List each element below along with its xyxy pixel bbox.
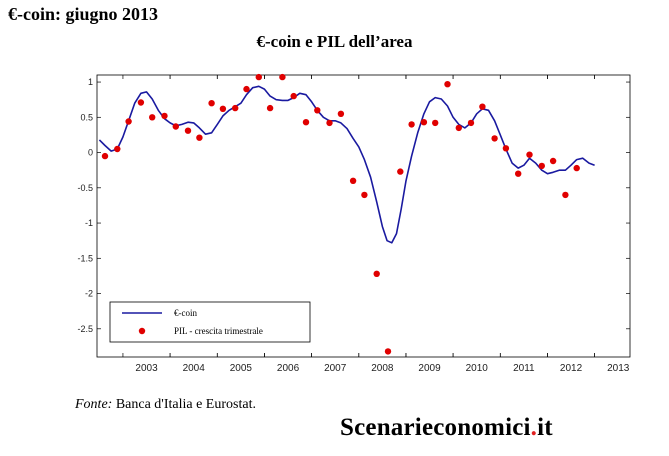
data-point-pil — [373, 270, 380, 277]
data-point-pil — [101, 152, 109, 160]
data-point-pil — [243, 85, 250, 93]
data-point-pil — [232, 104, 239, 112]
y-tick-label: 0.5 — [80, 112, 93, 122]
plot-frame — [96, 74, 631, 358]
data-point-pil — [562, 191, 569, 199]
brand-logo: Scenarieconomici.it — [340, 414, 553, 442]
x-tick-label: 2007 — [324, 363, 347, 374]
x-tick-label: 2013 — [607, 363, 630, 374]
data-point-pil — [361, 191, 368, 199]
x-tick-label: 2005 — [230, 363, 253, 374]
data-point-pil — [208, 100, 215, 107]
data-point-pil — [326, 119, 333, 127]
page-title: €-coin: giugno 2013 — [8, 4, 159, 24]
data-point-pil — [314, 107, 321, 114]
data-point-pil — [337, 110, 345, 118]
brand-dot: . — [530, 414, 538, 441]
data-point-pil — [432, 119, 439, 127]
data-point-pil — [467, 119, 475, 127]
y-tick-label: -2 — [85, 289, 93, 299]
data-point-pil — [573, 164, 580, 172]
x-tick-label: 2003 — [135, 363, 158, 374]
series-line-ecoin — [98, 85, 595, 244]
data-point-pil — [302, 119, 310, 126]
data-point-pil — [279, 73, 286, 81]
legend-marker-swatch — [138, 327, 146, 335]
x-tick-label: 2011 — [513, 363, 535, 374]
data-point-pil — [184, 127, 192, 134]
data-point-pil — [549, 157, 557, 165]
data-point-pil — [526, 151, 533, 158]
y-tick-label: -0.5 — [77, 183, 93, 193]
x-tick-label: 2010 — [466, 363, 489, 374]
data-point-pil — [196, 134, 203, 141]
data-point-pil — [491, 135, 498, 142]
source-note: Fonte: Banca d'Italia e Eurostat. — [75, 397, 256, 413]
x-tick-label: 2004 — [183, 363, 206, 374]
x-tick-label: 2012 — [560, 363, 583, 374]
data-point-pil — [255, 73, 262, 81]
brand-tld: it — [537, 414, 553, 441]
y-tick-label: 0 — [88, 148, 93, 158]
source-text: Banca d'Italia e Eurostat. — [112, 397, 256, 412]
data-point-pil — [384, 348, 392, 355]
data-point-pil — [515, 170, 522, 177]
x-tick-label: 2006 — [277, 363, 300, 374]
chart: 1 0.5 0 -0.5 -1 -1.5 -2 -2.5 2003 2004 2005 2006 200… — [77, 73, 631, 374]
y-tick-label: -1.5 — [77, 253, 93, 263]
brand-main: Scenarieconomici — [340, 414, 531, 441]
data-point-pil — [408, 121, 415, 128]
data-point-pil — [290, 92, 297, 100]
data-point-pil — [444, 81, 451, 88]
data-point-pil — [479, 103, 486, 110]
y-tick-label: 1 — [88, 77, 93, 87]
data-point-pil — [538, 162, 545, 170]
data-point-pil — [172, 123, 179, 130]
legend-box — [109, 301, 311, 343]
chart-title: €-coin e PIL dell’area — [256, 32, 413, 51]
data-point-pil — [114, 145, 121, 153]
data-point-pil — [149, 114, 156, 121]
legend-label: €-coin — [174, 308, 197, 318]
data-point-pil — [455, 124, 462, 132]
y-tick-label: -2.5 — [77, 324, 93, 334]
data-point-pil — [502, 145, 510, 152]
data-point-pil — [397, 168, 404, 175]
source-label: Fonte: — [75, 397, 113, 412]
data-point-pil — [125, 118, 132, 125]
data-point-pil — [137, 99, 145, 106]
data-point-pil — [161, 112, 168, 120]
data-point-pil — [266, 104, 274, 112]
data-point-pil — [219, 105, 227, 113]
x-tick-label: 2009 — [418, 363, 441, 374]
x-tick-label: 2008 — [371, 363, 394, 374]
y-tick-label: -1 — [85, 218, 93, 228]
data-point-pil — [420, 119, 428, 126]
data-point-pil — [349, 177, 357, 184]
legend-label: PIL - crescita trimestrale — [174, 326, 263, 336]
